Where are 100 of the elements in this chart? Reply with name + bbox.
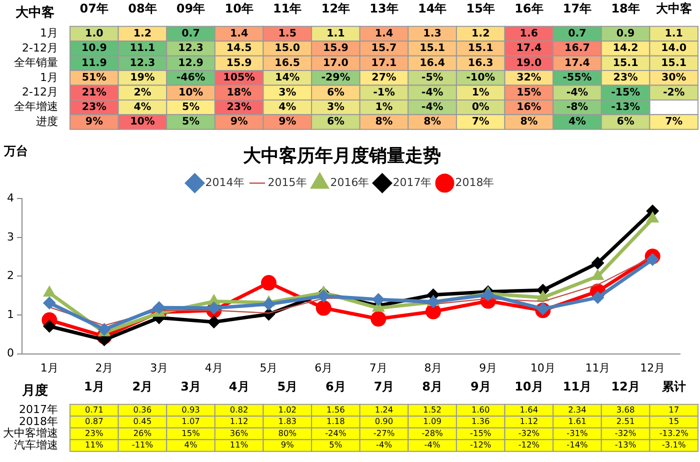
x-tick-label: 8月 (422, 379, 442, 394)
data-label: 0.36 (133, 404, 152, 414)
data-label: -32% (518, 428, 540, 438)
x-tick-label: 07年 (80, 1, 109, 16)
x-tick-label: 2月 (132, 379, 153, 394)
data-label: 17 (668, 404, 680, 414)
data-label: 1.56 (326, 404, 345, 414)
data-label: -1% (373, 86, 395, 98)
data-label: 105% (223, 72, 255, 84)
y-tick-label: 0 (7, 346, 14, 360)
data-label: -10% (466, 72, 496, 84)
x-tick-label: 12月 (611, 379, 640, 394)
x-tick-label: 11月 (562, 379, 592, 394)
data-label: 4% (184, 440, 198, 450)
x-tick-label: 08年 (128, 1, 157, 16)
data-label: 36% (230, 428, 248, 438)
data-label: 16.3 (468, 56, 494, 69)
y-tick-label: 2018年 (19, 414, 58, 428)
data-label: -46% (176, 72, 206, 84)
data-label: 15 (668, 416, 680, 426)
x-tick-label: 10年 (224, 1, 254, 16)
data-label: 1.60 (471, 404, 490, 414)
y-tick-label: 2-12月 (22, 85, 58, 98)
data-label: -3.1% (662, 440, 686, 450)
data-label: -27% (373, 428, 395, 438)
data-label: 1.12 (230, 416, 248, 426)
data-label: 23% (82, 101, 106, 114)
data-label: 7% (665, 116, 683, 128)
data-label: 1.1 (326, 27, 345, 40)
data-label: 19% (130, 72, 155, 84)
y-tick-label: 2-12月 (22, 41, 58, 54)
data-label: -13% (614, 440, 636, 450)
data-label: 1.3 (423, 27, 442, 40)
data-label: 9% (230, 116, 248, 128)
data-label: 15.1 (661, 56, 687, 69)
data-label: 2.51 (616, 416, 635, 426)
data-label: 15.0 (274, 42, 300, 54)
y-tick-label: 2 (7, 269, 14, 282)
data-label: -4% (424, 440, 440, 450)
data-label: 8% (424, 116, 442, 128)
data-label: -14% (566, 440, 588, 450)
data-label: 15.9 (226, 56, 252, 69)
data-label: 12.3 (178, 42, 204, 54)
data-label: 17.4 (564, 56, 590, 69)
data-label: 16% (516, 101, 542, 114)
data-label: 17.0 (322, 56, 348, 69)
y-tick-label: 3 (7, 230, 14, 244)
data-label: 6% (326, 116, 344, 128)
x-tick-label: 大中客 (656, 1, 692, 16)
data-label: 5% (182, 101, 200, 114)
data-label: 1.83 (278, 416, 297, 426)
data-label: 4% (568, 116, 586, 128)
data-label: -12% (518, 440, 540, 450)
data-label: 14.2 (612, 42, 638, 54)
x-tick-label: 10月 (530, 361, 556, 374)
data-label: 16.4 (420, 56, 446, 69)
data-label: 15.1 (468, 42, 494, 54)
data-label: 10% (178, 86, 204, 98)
data-label: 2% (134, 86, 152, 98)
x-tick-label: 12月 (640, 361, 666, 374)
data-label: -12% (470, 440, 492, 450)
x-tick-label: 6月 (314, 361, 333, 374)
data-label: 1.0 (85, 27, 104, 40)
x-tick-label: 9月 (479, 361, 498, 374)
data-label: 14.5 (226, 42, 252, 54)
data-label: 1.36 (471, 416, 490, 426)
data-label: 8% (520, 116, 538, 128)
y-tick-label: 汽车增速 (14, 438, 58, 452)
data-label: 8% (375, 116, 393, 128)
data-label: 6% (616, 116, 634, 128)
data-label: 16.7 (564, 42, 590, 54)
x-tick-label: 4月 (204, 361, 223, 374)
data-label: 15% (516, 86, 542, 98)
data-label: -55% (562, 72, 592, 84)
data-label: 23% (226, 101, 252, 114)
x-tick-label: 1月 (84, 379, 104, 394)
chart-title: 月度 (21, 382, 48, 399)
data-label: -2% (662, 86, 685, 98)
data-label: 11.9 (81, 56, 107, 69)
data-label: 1% (472, 86, 490, 98)
data-label: 0.82 (230, 404, 248, 414)
data-label: -4% (421, 101, 444, 114)
x-tick-label: 5月 (277, 379, 298, 394)
data-label: -31% (566, 428, 588, 438)
x-tick-label: 8月 (424, 361, 442, 374)
x-tick-label: 9月 (470, 379, 491, 394)
data-label: 0.7 (568, 27, 586, 40)
data-label: 7% (472, 116, 490, 128)
data-label: 3.68 (616, 404, 635, 414)
data-label: 27% (372, 72, 396, 84)
data-label: 11.1 (130, 42, 156, 54)
data-label: 1.5 (278, 27, 297, 40)
x-tick-label: 14年 (418, 1, 447, 16)
data-label: 0.71 (85, 404, 104, 414)
x-tick-label: 17年 (562, 1, 592, 16)
data-label: 1.2 (133, 27, 152, 40)
data-label: 10.9 (81, 42, 107, 54)
data-label: 0.9 (616, 27, 635, 40)
data-label: 12.9 (178, 56, 204, 69)
x-tick-label: 11月 (585, 361, 610, 374)
